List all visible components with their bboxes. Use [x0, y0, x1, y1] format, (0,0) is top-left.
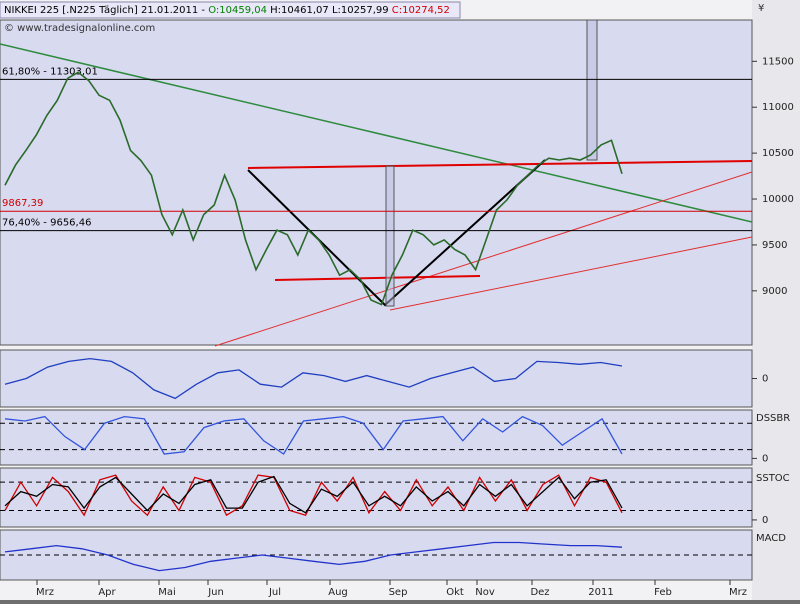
x-tick-label: 2011	[588, 587, 613, 598]
header-part: O:10459,04	[208, 5, 267, 16]
x-tick-label: Aug	[328, 587, 348, 598]
series-line	[4, 71, 623, 306]
header-box	[0, 1, 461, 19]
panel-3	[0, 467, 753, 528]
panel-title: MACD	[756, 533, 786, 544]
range-bar	[385, 165, 395, 307]
x-tick-label: Jun	[207, 587, 224, 598]
trend-line	[214, 171, 753, 347]
x-tick-label: Mrz	[729, 587, 747, 598]
resistance-line	[247, 160, 753, 169]
x-tick-label: Nov	[475, 587, 495, 598]
panel-title: SSTOC	[756, 473, 790, 484]
y-tick-label: 9000	[762, 286, 787, 297]
copyright: © www.tradesignalonline.com	[4, 23, 155, 34]
y-tick-label: 10500	[762, 148, 794, 159]
panel-4	[0, 529, 753, 581]
series-line	[4, 415, 623, 455]
range-bar	[586, 19, 598, 161]
y-tick-label: 9500	[762, 240, 787, 251]
axis-strip	[752, 0, 800, 600]
header-part: H:10461,07 L:10257,99	[267, 5, 392, 16]
header: NIKKEI 225 [.N225 Täglich] 21.01.2011 - …	[4, 5, 450, 16]
x-tick-label: Okt	[446, 587, 464, 598]
series-line	[4, 475, 623, 514]
y-axis-label: ¥	[758, 3, 764, 14]
y-tick-label: 0	[762, 515, 768, 526]
hline-label: 9867,39	[2, 198, 43, 209]
y-tick-label: 10000	[762, 194, 794, 205]
x-tick-label: Sep	[389, 587, 408, 598]
panel-title: DSSBR	[756, 413, 790, 424]
x-tick-label: Mrz	[36, 587, 54, 598]
x-tick-label: Apr	[98, 587, 116, 598]
hline-label: 61,80% - 11303,01	[2, 66, 98, 77]
x-tick-label: Dez	[530, 587, 549, 598]
pattern-line	[247, 159, 546, 307]
trend-line	[0, 43, 753, 223]
x-tick-label: Mai	[158, 587, 176, 598]
y-tick-label: 11000	[762, 102, 794, 113]
x-tick-label: Jul	[268, 587, 281, 598]
panel-2	[0, 409, 753, 466]
y-tick-label: 0	[762, 374, 768, 385]
y-tick-label: 0	[762, 453, 768, 464]
x-tick-label: Feb	[654, 587, 672, 598]
trend-line	[389, 236, 753, 311]
y-tick-label: 11500	[762, 56, 794, 67]
series-line	[4, 357, 623, 400]
header-part: NIKKEI 225 [.N225 Täglich] 21.01.2011 -	[4, 5, 208, 16]
series-line	[4, 541, 623, 572]
hline-label: 76,40% - 9656,46	[2, 218, 91, 229]
header-part: C:10274,52	[392, 5, 450, 16]
support-line	[274, 275, 481, 281]
